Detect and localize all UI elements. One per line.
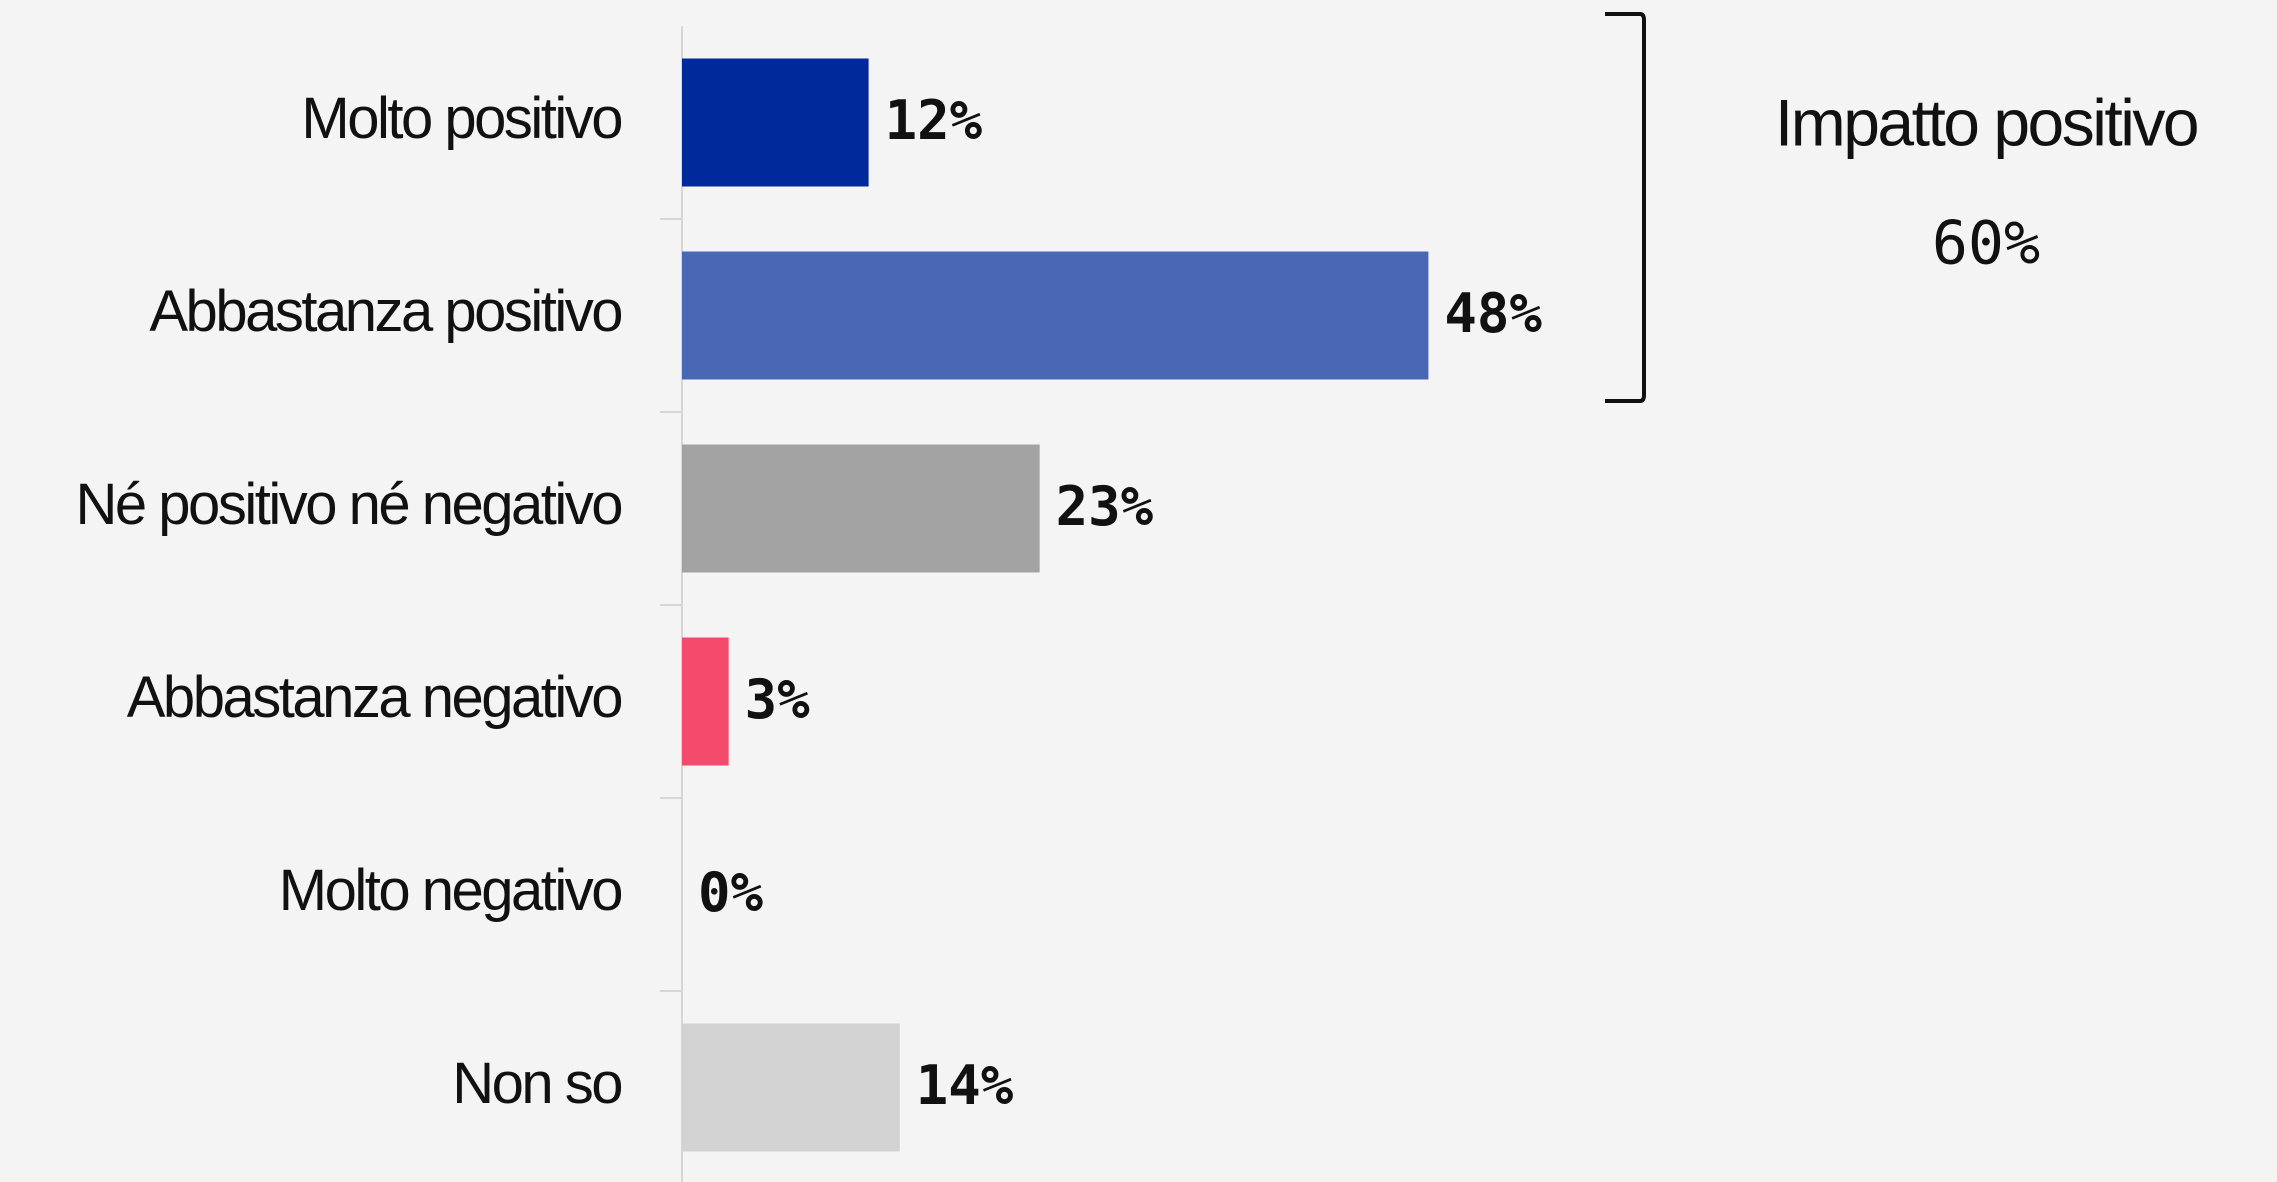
category-label: Molto negativo <box>279 858 621 923</box>
category-label: Molto positivo <box>301 86 621 151</box>
bracket <box>1605 12 1646 403</box>
bar <box>682 58 869 187</box>
value-label: 23% <box>1056 475 1154 538</box>
bar <box>682 444 1040 573</box>
value-label: 0% <box>698 861 764 924</box>
category-label: Né positivo né negativo <box>76 472 622 537</box>
bar <box>682 251 1429 380</box>
value-label: 12% <box>885 89 983 152</box>
bar <box>682 637 729 766</box>
annotation-value: 60% <box>1932 209 2040 279</box>
category-label: Abbastanza negativo <box>127 665 621 730</box>
category-label: Non so <box>452 1051 621 1116</box>
value-label: 14% <box>916 1054 1014 1117</box>
value-label: 3% <box>745 668 811 731</box>
annotation-text: Impatto positivo <box>1775 85 2197 159</box>
value-label: 48% <box>1444 282 1542 345</box>
category-label: Abbastanza positivo <box>149 279 621 344</box>
bar <box>682 1023 900 1152</box>
